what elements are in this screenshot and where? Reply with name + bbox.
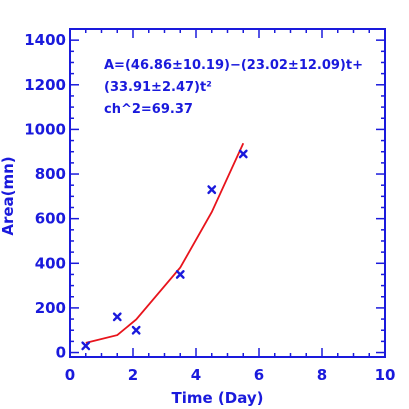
x-tick-label: 10 bbox=[375, 366, 396, 384]
y-tick-label: 1000 bbox=[24, 120, 66, 138]
y-axis-title: Area(mn) bbox=[0, 156, 17, 235]
y-tick-label: 1200 bbox=[24, 76, 66, 94]
data-point-marker bbox=[175, 270, 185, 279]
data-point-marker bbox=[131, 325, 141, 335]
y-tick-label: 200 bbox=[35, 299, 66, 317]
y-tick-label: 1400 bbox=[24, 31, 66, 49]
y-tick-label: 400 bbox=[35, 254, 66, 272]
data-point-marker bbox=[81, 341, 91, 351]
fit-equation-line-1: A=(46.86±10.19)−(23.02±12.09)t+ bbox=[104, 58, 363, 73]
x-tick-label: 4 bbox=[191, 366, 201, 384]
data-point-marker bbox=[112, 312, 122, 322]
ticks-group: 0 2 4 6 8 10 0 200 400 600 800 1000 1200 1400 bbox=[24, 29, 395, 384]
data-point-marker bbox=[238, 149, 248, 159]
plot-frame-group bbox=[69, 28, 386, 358]
x-tick-label: 8 bbox=[317, 366, 327, 384]
chi-square-label: ch^2=69.37 bbox=[104, 102, 193, 117]
x-tick-label: 0 bbox=[65, 366, 75, 384]
x-tick-label: 2 bbox=[128, 366, 138, 384]
y-tick-label: 0 bbox=[56, 344, 66, 362]
x-axis-title: Time (Day) bbox=[172, 389, 264, 407]
y-tick-label: 800 bbox=[35, 165, 66, 183]
plot-frame bbox=[69, 28, 386, 358]
y-tick-label: 600 bbox=[35, 210, 66, 228]
fit-curve-line bbox=[85, 142, 245, 344]
data-point-marker bbox=[207, 185, 217, 195]
x-tick-label: 6 bbox=[254, 366, 264, 384]
series-group bbox=[81, 142, 248, 351]
fit-equation-line-2: (33.91±2.47)t² bbox=[104, 80, 212, 95]
